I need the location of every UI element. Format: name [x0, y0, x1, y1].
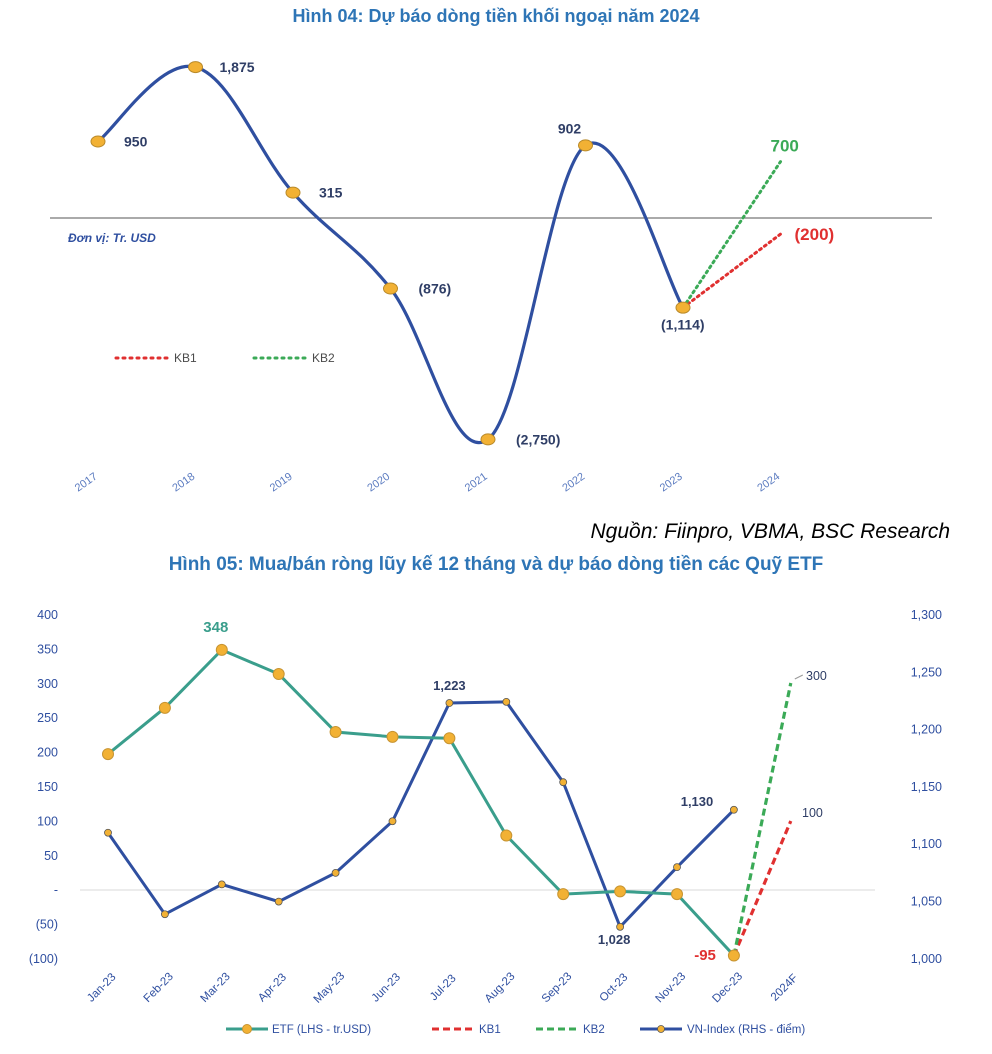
etf-point-Aug-23: [500, 829, 513, 842]
data-label-2022: 902: [558, 120, 582, 136]
left-tick-5: 150: [37, 780, 58, 794]
left-tick-6: 100: [37, 814, 58, 828]
source-note: Nguồn: Fiinpro, VBMA, BSC Research: [590, 520, 950, 543]
x-tick-Aug-23: Aug-23: [483, 971, 518, 1006]
data-label-2018: 1,875: [220, 59, 255, 75]
right-tick-2: 1,200: [911, 723, 942, 737]
point-2019: [285, 186, 301, 199]
data-label-2017: 950: [124, 134, 148, 150]
legend-etf-marker: [242, 1024, 252, 1034]
vn-point-Jun-23: [388, 817, 397, 826]
x-tick-Nov-23: Nov-23: [654, 971, 689, 1006]
chart2-title: Hình 05: Mua/bán ròng lũy kế 12 tháng và…: [168, 554, 824, 575]
etf-point-Nov-23: [671, 888, 683, 901]
leader-kb2: [794, 674, 804, 680]
legend-kb2-label: KB2: [583, 1024, 605, 1036]
vn-point-Sep-23: [559, 778, 568, 787]
etf-point-Oct-23: [614, 885, 627, 898]
vn-point-May-23: [331, 869, 340, 877]
point-2020: [383, 282, 398, 295]
label-etf-min: -95: [694, 947, 716, 964]
label-kb2-2024: 300: [806, 669, 827, 683]
vn-point-Jul-23: [445, 699, 454, 707]
series-line-kb2: [732, 682, 793, 956]
label-etf-max: 348: [203, 619, 228, 636]
data-label-kb2-2024: 700: [771, 137, 799, 156]
x-tick-Mar-23: Mar-23: [199, 971, 233, 1005]
etf-point-Jul-23: [443, 732, 456, 745]
vn-point-Apr-23: [274, 897, 283, 906]
label-vn-dec: 1,130: [681, 794, 714, 809]
data-label-kb1-2024: (200): [795, 225, 835, 244]
x-tick-May-23: May-23: [312, 970, 348, 1006]
left-tick-9: (50): [36, 918, 58, 932]
right-tick-4: 1,100: [911, 837, 942, 851]
left-tick-0: 400: [37, 608, 58, 622]
x-tick-Feb-23: Feb-23: [142, 971, 176, 1005]
label-vn-oct: 1,028: [598, 932, 631, 947]
left-tick-10: (100): [29, 952, 58, 966]
x-tick-Jul-23: Jul-23: [428, 973, 459, 1004]
left-tick-1: 350: [37, 642, 58, 656]
x-tick-Oct-23: Oct-23: [598, 971, 631, 1004]
vn-point-Jan-23: [104, 828, 112, 837]
chart1-title: Hình 04: Dự báo dòng tiền khối ngoại năm…: [292, 6, 700, 26]
unit-label: Đơn vị: Tr. USD: [68, 231, 156, 245]
x-tick-Sep-23: Sep-23: [540, 971, 575, 1006]
data-label-2020: (876): [419, 281, 452, 297]
label-vn-jul: 1,223: [433, 678, 466, 693]
etf-point-Jan-23: [102, 748, 114, 761]
left-tick-2: 300: [37, 677, 58, 691]
right-tick-1: 1,250: [911, 665, 942, 679]
x-tick-Apr-23: Apr-23: [256, 971, 289, 1004]
point-2021: [480, 433, 496, 446]
left-tick-3: 250: [37, 711, 58, 725]
left-tick-7: 50: [44, 849, 58, 863]
etf-point-Mar-23: [215, 643, 228, 656]
legend-vn-label: VN-Index (RHS - điểm): [687, 1024, 805, 1036]
left-tick-4: 200: [37, 746, 58, 760]
data-label-2023: (1,114): [661, 317, 705, 333]
label-kb1-2024: 100: [802, 806, 823, 820]
point-2017: [90, 135, 106, 148]
point-2022: [578, 139, 593, 152]
right-tick-0: 1,300: [911, 608, 942, 622]
legend-kb1-label: KB1: [479, 1024, 501, 1036]
vn-point-Oct-23: [616, 922, 624, 931]
legend-kb2-label: KB2: [312, 351, 335, 365]
right-tick-5: 1,050: [911, 895, 942, 909]
etf-point-Jun-23: [386, 730, 399, 743]
vn-point-Dec-23: [730, 805, 738, 814]
x-tick-2024F: 2024F: [769, 972, 801, 1004]
series-line-kb1: [681, 232, 782, 310]
point-2023: [675, 301, 691, 314]
data-label-2021: (2,750): [516, 431, 560, 447]
point-2018: [188, 61, 203, 74]
legend-vn-marker: [657, 1025, 665, 1033]
etf-point-Dec-23: [727, 949, 740, 962]
data-label-2019: 315: [319, 185, 343, 201]
vn-point-Aug-23: [502, 697, 511, 706]
legend-etf-label: ETF (LHS - tr.USD): [272, 1024, 371, 1036]
x-tick-Jun-23: Jun-23: [370, 971, 403, 1004]
x-tick-Dec-23: Dec-23: [710, 971, 745, 1006]
etf-point-Sep-23: [557, 888, 570, 901]
vn-point-Feb-23: [160, 910, 169, 919]
right-tick-6: 1,000: [911, 952, 942, 966]
legend-kb1-label: KB1: [174, 351, 197, 365]
series-line-etf: [107, 648, 736, 957]
x-tick-Jan-23: Jan-23: [85, 971, 118, 1004]
series-line-kb1: [732, 820, 793, 957]
etf-point-Feb-23: [158, 701, 171, 714]
right-tick-3: 1,150: [911, 780, 942, 794]
vn-point-Mar-23: [217, 880, 226, 889]
etf-point-May-23: [329, 725, 342, 738]
series-line-vn-index: [106, 700, 735, 930]
series-line-kb2: [681, 160, 782, 310]
vn-point-Nov-23: [673, 863, 681, 872]
etf-point-Apr-23: [272, 668, 285, 681]
left-tick-8: -: [54, 883, 58, 897]
